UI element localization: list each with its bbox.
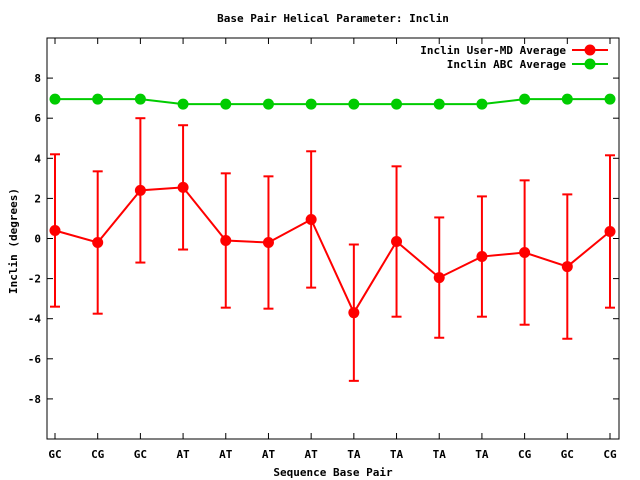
series-layer xyxy=(49,93,616,382)
x-tick-label: AT xyxy=(262,448,276,461)
x-tick-label: AT xyxy=(176,448,190,461)
x-tick-label: TA xyxy=(347,448,361,461)
y-tick-label: 2 xyxy=(34,192,41,205)
data-point xyxy=(391,236,403,248)
data-point xyxy=(519,247,531,259)
x-tick-label: CG xyxy=(91,448,105,461)
data-point xyxy=(604,93,616,105)
data-point xyxy=(134,184,146,196)
y-tick-label: -4 xyxy=(28,313,42,326)
y-tick-label: 0 xyxy=(34,233,41,246)
x-tick-label: GC xyxy=(134,448,147,461)
x-tick-label: GC xyxy=(561,448,574,461)
series-line xyxy=(54,186,611,315)
legend-marker xyxy=(584,58,596,70)
y-tick-label: -2 xyxy=(28,273,41,286)
y-tick-label: 4 xyxy=(34,152,41,165)
x-tick-label: GC xyxy=(48,448,61,461)
data-point xyxy=(476,98,488,110)
data-point xyxy=(476,251,488,263)
data-point xyxy=(348,98,360,110)
data-point xyxy=(262,237,274,249)
x-tick-label: TA xyxy=(433,448,447,461)
y-tick-label: 8 xyxy=(34,72,41,85)
data-point xyxy=(220,98,232,110)
x-tick-label: TA xyxy=(390,448,404,461)
legend-label: Inclin User-MD Average xyxy=(420,44,566,57)
x-tick-label: AT xyxy=(219,448,233,461)
x-tick-label: CG xyxy=(603,448,617,461)
data-point xyxy=(305,213,317,225)
data-point xyxy=(433,272,445,284)
data-point xyxy=(561,93,573,105)
data-point xyxy=(262,98,274,110)
data-point xyxy=(220,235,232,247)
data-point xyxy=(92,237,104,249)
y-tick-label: 6 xyxy=(34,112,41,125)
legend-marker xyxy=(584,44,596,56)
data-point xyxy=(92,93,104,105)
plot-frame xyxy=(46,37,620,440)
series-0 xyxy=(49,181,616,319)
x-tick-label: AT xyxy=(305,448,319,461)
data-point xyxy=(305,98,317,110)
data-point xyxy=(433,98,445,110)
data-point xyxy=(604,225,616,237)
x-tick-label: CG xyxy=(518,448,532,461)
data-point xyxy=(561,261,573,273)
error-bars-0 xyxy=(50,117,615,382)
axes: -8 -6 -4 -2 0 2 4 6 8 GC CG GC AT AT AT AT TA TA TA TA CG GC C… xyxy=(28,38,619,461)
data-point xyxy=(519,93,531,105)
data-point xyxy=(177,98,189,110)
x-tick-label: TA xyxy=(475,448,489,461)
y-axis-label: Inclin (degrees) xyxy=(7,188,20,294)
chart-title: Base Pair Helical Parameter: Inclin xyxy=(217,12,449,25)
y-tick-label: -8 xyxy=(28,393,41,406)
data-point xyxy=(177,181,189,193)
data-point xyxy=(348,307,360,319)
series-1 xyxy=(49,93,616,110)
series-line xyxy=(55,98,610,106)
legend-label: Inclin ABC Average xyxy=(447,58,567,71)
data-point xyxy=(49,93,61,105)
x-axis-label: Sequence Base Pair xyxy=(273,466,393,479)
y-tick-label: -6 xyxy=(28,353,42,366)
data-point xyxy=(391,98,403,110)
data-point xyxy=(49,224,61,236)
data-point xyxy=(134,93,146,105)
